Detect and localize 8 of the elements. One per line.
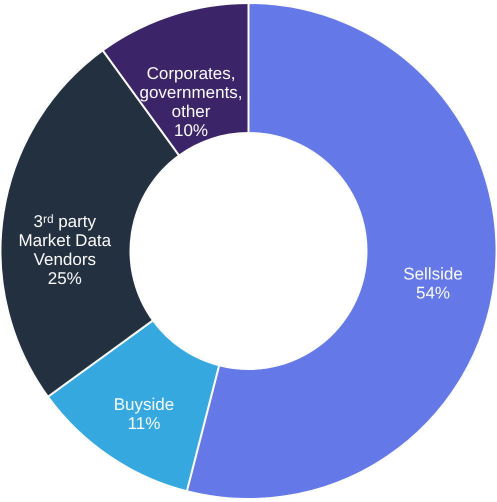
data-label: 10%: [174, 121, 208, 140]
data-label: 54%: [416, 283, 450, 302]
slice-label: 3ʳᵈ party Market Data Vendors: [18, 212, 112, 269]
data-label: 11%: [128, 414, 160, 433]
data-label: 25%: [48, 268, 82, 288]
slice-label: Sellside: [403, 264, 463, 284]
slice-label: Buyside: [114, 394, 174, 414]
slice-label: Corporates, governments, other: [140, 64, 243, 122]
